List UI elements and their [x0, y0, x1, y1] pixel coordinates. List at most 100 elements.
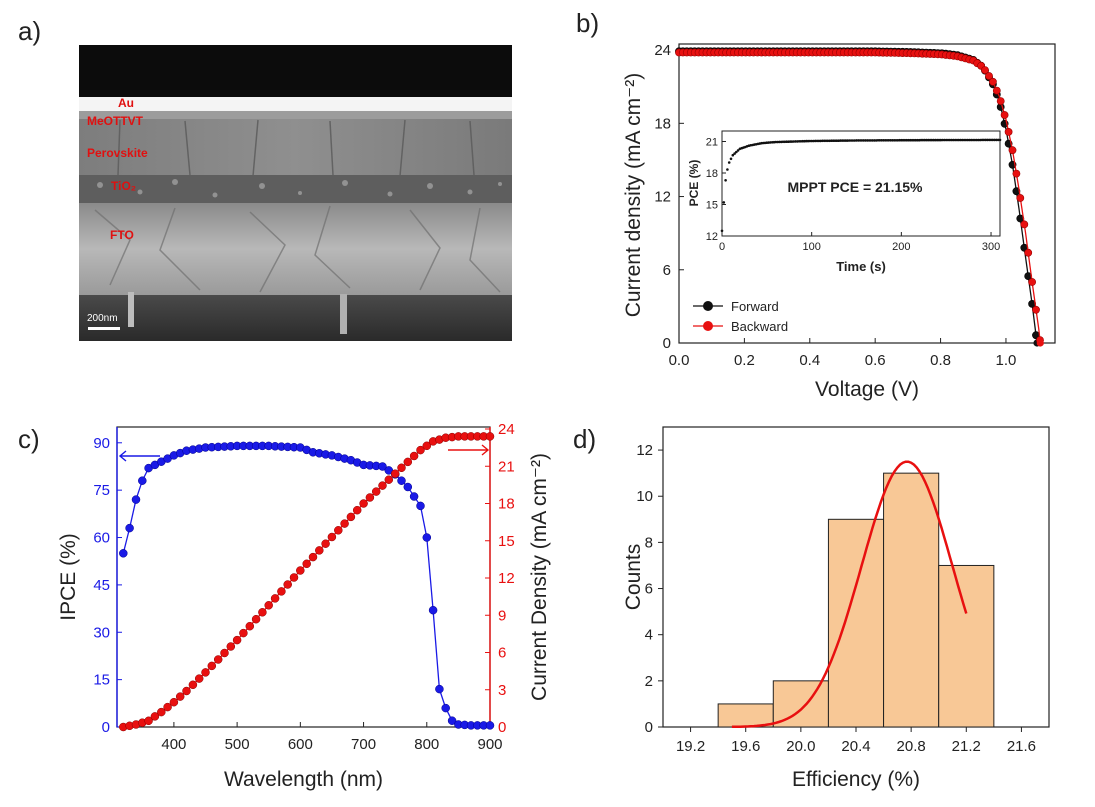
- inset-marker: [851, 139, 855, 142]
- inset-marker: [830, 139, 833, 142]
- inset-marker: [927, 138, 930, 142]
- d-gaussian-fit-curve: [731, 460, 968, 729]
- panel-letter-b: b): [576, 8, 600, 38]
- c-marker-left: [485, 721, 495, 730]
- c-marker-right: [365, 493, 375, 502]
- b-marker-backward: [1016, 194, 1025, 202]
- inset-y-tick-label: 12: [706, 231, 718, 243]
- inset-marker: [980, 138, 984, 142]
- inset-marker: [839, 139, 842, 142]
- b-marker-backward: [992, 86, 1001, 95]
- c-x-tick-label: 600: [288, 736, 313, 753]
- inset-marker: [801, 139, 804, 143]
- c-right-arrow-icon: [448, 444, 490, 456]
- inset-marker: [959, 138, 962, 142]
- inset-marker: [862, 139, 865, 142]
- c-marker-left: [428, 605, 438, 615]
- c-marker-right: [264, 601, 273, 610]
- c-marker-right: [289, 573, 299, 582]
- d-histogram-bar: [827, 518, 885, 728]
- c-marker-right: [169, 697, 179, 707]
- b-y-tick-label: 24: [654, 42, 671, 59]
- c-marker-right: [296, 566, 305, 575]
- d-y-axis-label: Counts: [622, 544, 645, 611]
- inset-marker: [894, 139, 898, 142]
- b-marker-backward: [1020, 220, 1029, 229]
- inset-marker: [987, 138, 991, 142]
- inset-marker: [726, 168, 729, 171]
- c-marker-right: [163, 702, 172, 712]
- inset-x-axis-label: Time (s): [836, 259, 886, 274]
- b-x-tick-label: 0.4: [799, 352, 820, 369]
- sem-label-meottvt: MeOTTVT: [87, 114, 143, 128]
- panel-letter-d: d): [573, 424, 597, 454]
- inset-marker: [731, 153, 735, 157]
- inset-marker: [946, 138, 950, 142]
- c-marker-left: [131, 495, 141, 504]
- inset-marker: [849, 139, 853, 142]
- inset-marker: [909, 138, 912, 142]
- inset-marker: [912, 138, 916, 142]
- c-marker-right: [150, 712, 160, 721]
- inset-x-tick-label: 100: [802, 241, 820, 253]
- d-y-tick-label: 2: [645, 673, 653, 690]
- inset-marker: [774, 140, 778, 144]
- inset-marker: [921, 138, 925, 142]
- inset-y-tick-label: 15: [706, 200, 718, 212]
- inset-marker: [808, 139, 812, 143]
- c-x-tick-label: 900: [477, 736, 502, 753]
- c-marker-right: [346, 512, 356, 522]
- c-x-tick-label: 800: [414, 736, 439, 753]
- d-x-tick-label: 19.2: [676, 738, 705, 755]
- c-right-tick-label: 0: [498, 719, 506, 736]
- inset-marker: [961, 138, 964, 142]
- inset-marker: [923, 138, 926, 142]
- inset-marker: [930, 138, 934, 142]
- inset-marker: [821, 139, 824, 143]
- inset-marker: [842, 139, 846, 142]
- inset-marker: [937, 138, 941, 142]
- b-x-tick-label: 0.8: [930, 352, 951, 369]
- inset-marker: [971, 138, 975, 142]
- inset-x-tick-label: 200: [892, 241, 910, 253]
- inset-annotation: MPPT PCE = 21.15%: [787, 179, 923, 195]
- c-marker-right: [144, 716, 153, 726]
- b-y-tick-label: 12: [654, 189, 671, 206]
- d-y-tick-label: 12: [636, 442, 653, 459]
- c-left-tick-label: 90: [93, 435, 110, 452]
- inset-marker: [919, 138, 923, 142]
- c-marker-right: [340, 519, 349, 528]
- d-x-tick-label: 20.8: [897, 738, 926, 755]
- c-marker-right: [220, 648, 229, 658]
- inset-marker: [855, 139, 858, 142]
- inset-marker: [996, 138, 1000, 142]
- c-right-tick-label: 9: [498, 607, 506, 624]
- inset-marker: [736, 149, 740, 152]
- c-marker-right: [315, 546, 324, 555]
- inset-marker: [891, 139, 894, 142]
- c-marker-right: [416, 445, 425, 455]
- inset-marker: [968, 138, 971, 142]
- c-x-tick-label: 400: [161, 736, 186, 753]
- c-right-tick-label: 24: [498, 421, 515, 438]
- c-marker-right: [378, 481, 387, 490]
- sem-label-fto: FTO: [110, 228, 134, 242]
- inset-marker: [864, 139, 867, 142]
- b-marker-backward: [985, 72, 993, 80]
- inset-marker: [925, 138, 928, 142]
- b-legend-marker: [703, 321, 713, 331]
- d-y-tick-label: 0: [645, 719, 653, 736]
- inset-marker: [869, 139, 873, 142]
- inset-marker: [934, 138, 937, 142]
- c-marker-left: [416, 501, 425, 511]
- c-marker-left: [447, 716, 457, 725]
- inset-marker: [907, 138, 910, 142]
- inset-marker: [794, 140, 797, 143]
- b-x-tick-label: 1.0: [996, 352, 1017, 369]
- c-marker-right: [485, 432, 495, 441]
- d-x-tick-label: 20.0: [786, 738, 815, 755]
- inset-marker: [989, 138, 993, 142]
- d-histogram-bar: [938, 564, 995, 728]
- sem-scalebar-label: 200nm: [87, 313, 118, 324]
